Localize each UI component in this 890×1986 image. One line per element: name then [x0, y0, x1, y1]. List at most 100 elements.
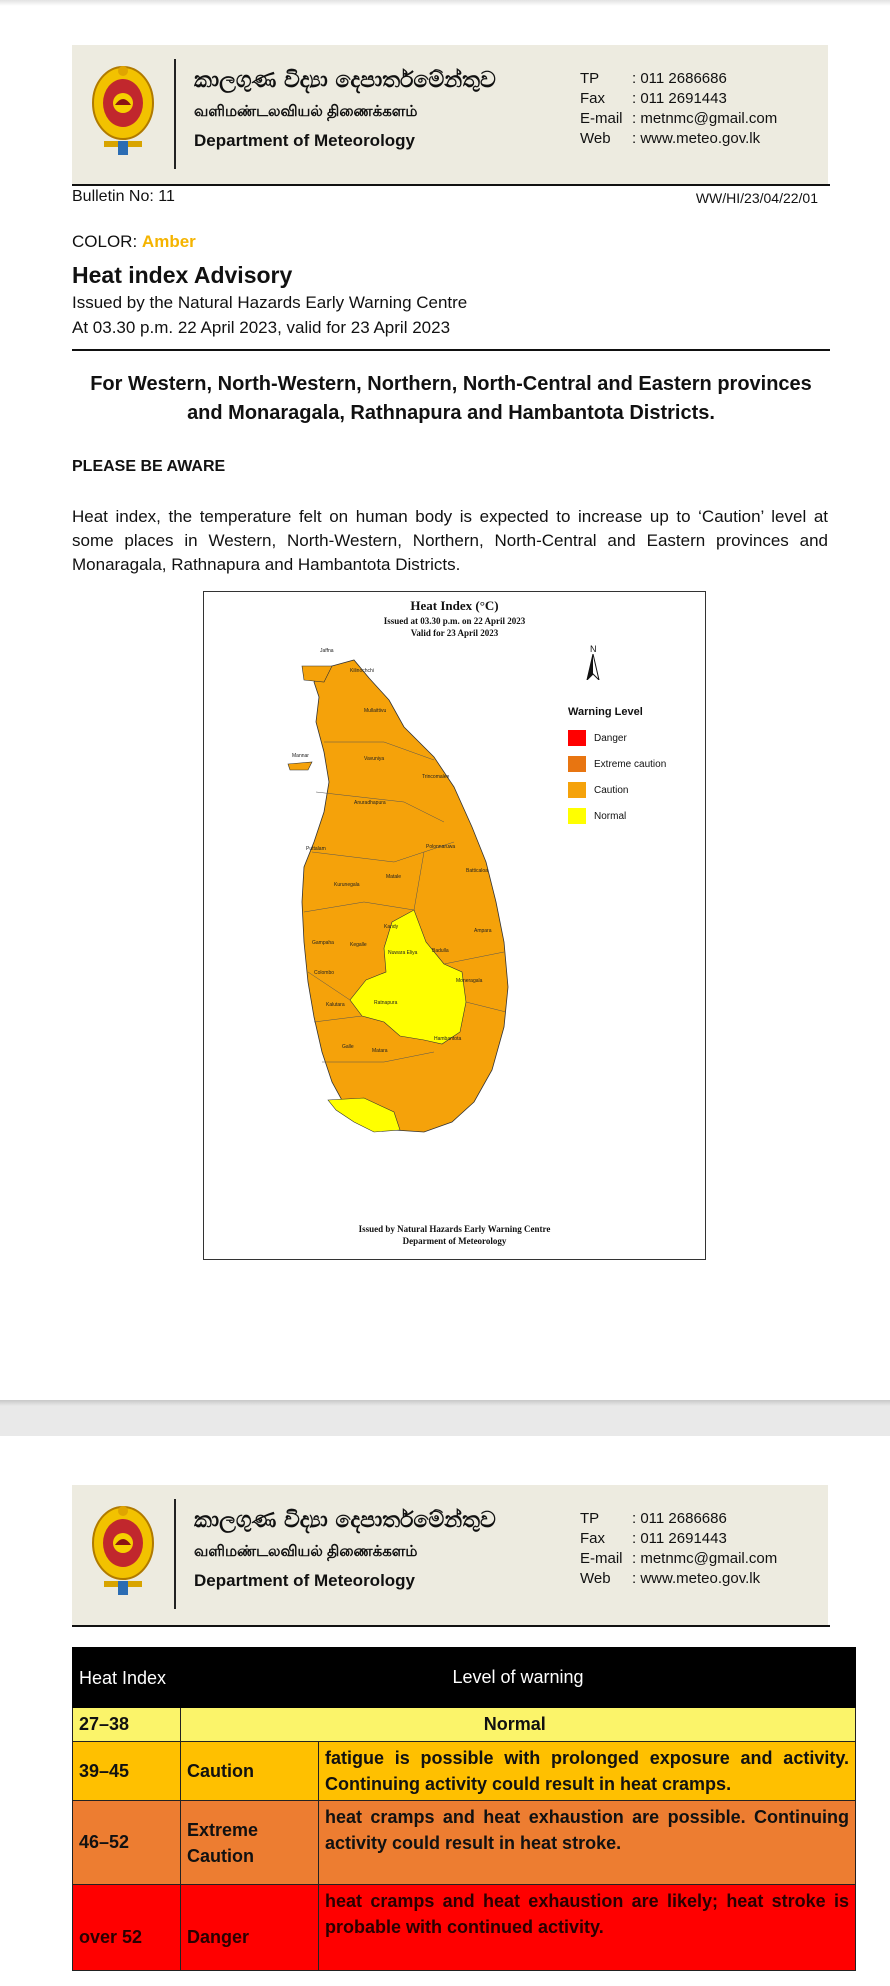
bulletin-reference: WW/HI/23/04/22/01	[695, 190, 818, 206]
district-label: Kegalle	[350, 942, 367, 948]
district-label: Matale	[386, 874, 401, 880]
department-letterhead: කාලගුණ විද්‍යා දෙපාර්තමේන්තුව வளிமண்டலவி…	[72, 1485, 828, 1625]
contact-fax: Fax: 011 2691443	[580, 90, 727, 107]
contact-phone: TP: 011 2686686	[580, 1510, 727, 1527]
legend-title: Warning Level	[568, 706, 643, 718]
district-label: Ampara	[474, 928, 492, 934]
table-row-danger: over 52 Danger heat cramps and heat exha…	[72, 1884, 856, 1971]
district-label: Mannar	[292, 753, 309, 759]
district-label: Kalutara	[326, 1002, 345, 1008]
island-outline	[301, 659, 509, 1133]
spacer-cell	[180, 1707, 319, 1742]
level-cell: Danger	[180, 1884, 319, 1971]
district-label: Mullaittivu	[364, 708, 386, 714]
page-top-shadow	[0, 0, 890, 6]
district-label: Trincomalee	[422, 774, 450, 780]
level-cell: Normal	[318, 1707, 856, 1742]
southwest-normal	[327, 1097, 401, 1133]
header-level-of-warning: Level of warning	[180, 1647, 856, 1708]
contact-email[interactable]: E-mail: metnmc@gmail.com	[580, 1550, 778, 1567]
national-emblem-icon	[92, 1506, 154, 1595]
range-cell: 39–45	[72, 1741, 181, 1801]
table-row-caution: 39–45 Caution fatigue is possible with p…	[72, 1741, 856, 1801]
range-cell: 27–38	[72, 1707, 181, 1742]
table-row-extreme-caution: 46–52 Extreme Caution heat cramps and he…	[72, 1800, 856, 1885]
legend-swatch	[568, 782, 586, 798]
district-label: Hambantota	[434, 1036, 461, 1042]
district-label: Badulla	[432, 948, 449, 954]
district-boundaries	[303, 741, 507, 1063]
color-value: Amber	[141, 232, 196, 251]
color-label: COLOR:	[72, 232, 138, 251]
letterhead-divider	[174, 59, 176, 169]
advisory-body: Heat index, the temperature felt on huma…	[72, 507, 828, 574]
legend-swatch	[568, 756, 586, 772]
map-footer-centre: Issued by Natural Hazards Early Warning …	[358, 1224, 551, 1234]
legend-extreme-caution: Extreme caution	[568, 756, 666, 772]
contact-fax: Fax: 011 2691443	[580, 1530, 727, 1547]
mannar-island	[287, 761, 313, 771]
department-name-tamil: வளிமண்டலவியல் திணைக்களம்	[194, 103, 418, 120]
range-cell: over 52	[72, 1884, 181, 1971]
page-gap-shadow	[0, 1400, 890, 1406]
department-name-sinhala: කාලගුණ විද්‍යා දෙපාර්තමේන්තුව	[194, 67, 496, 93]
description-cell: fatigue is possible with prolonged expos…	[318, 1741, 856, 1801]
bulletin-number: Bulletin No: 11	[72, 188, 175, 205]
contact-website[interactable]: Web: www.meteo.gov.lk	[580, 1570, 761, 1587]
issued-at: At 03.30 p.m. 22 April 2023, valid for 2…	[72, 318, 451, 337]
district-label: Moneragala	[456, 978, 483, 984]
heat-index-table: Heat Index Level of warning 27–38 Normal…	[72, 1647, 856, 1971]
district-label: Ratnapura	[374, 1000, 398, 1006]
letterhead-divider	[174, 1499, 176, 1609]
district-label: Puttalam	[306, 846, 326, 852]
district-label: Polonnaruwa	[426, 844, 455, 850]
map-footer-department: Deparment of Meteorology	[402, 1236, 507, 1246]
district-label: Kandy	[384, 924, 399, 930]
range-cell: 46–52	[72, 1800, 181, 1885]
national-emblem-icon	[92, 66, 154, 155]
central-highlands-normal	[349, 909, 467, 1045]
heat-index-map: Heat Index (°C) Issued at 03.30 p.m. on …	[203, 591, 706, 1260]
district-label: Nuwara Eliya	[388, 950, 418, 956]
north-arrow-icon	[586, 654, 600, 680]
description-cell: heat cramps and heat exhaustion are like…	[318, 1884, 856, 1971]
level-cell: Caution	[180, 1741, 319, 1801]
district-label: Batticaloa	[466, 868, 488, 874]
legend-danger: Danger	[568, 730, 627, 746]
map-issued: Issued at 03.30 p.m. on 22 April 2023	[383, 616, 526, 626]
table-row-normal: 27–38 Normal	[72, 1707, 856, 1742]
map-title: Heat Index (°C)	[410, 598, 499, 613]
issued-by: Issued by the Natural Hazards Early Warn…	[72, 293, 468, 312]
header-rule	[72, 1625, 830, 1627]
sri-lanka-map: Jaffna Kilinochchi Mullaittivu Mannar Va…	[287, 648, 509, 1133]
header-heat-index: Heat Index	[72, 1647, 181, 1708]
district-label: Galle	[342, 1044, 354, 1050]
district-label: Kilinochchi	[350, 668, 374, 674]
title-rule	[72, 349, 830, 351]
contact-email[interactable]: E-mail: metnmc@gmail.com	[580, 110, 778, 127]
legend-swatch	[568, 730, 586, 746]
district-label: Matara	[372, 1048, 388, 1054]
contact-website[interactable]: Web: www.meteo.gov.lk	[580, 130, 761, 147]
legend-normal: Normal	[568, 808, 626, 824]
department-letterhead: කාලගුණ විද්‍යා දෙපාර්තමේන්තුව வளிமண்டலவி…	[72, 45, 828, 185]
contact-block: TP: 011 2686686 Fax: 011 2691443 E-mail:…	[580, 69, 777, 149]
department-name-sinhala: කාලගුණ විද්‍යා දෙපාර්තමේන්තුව	[194, 1507, 496, 1533]
district-label: Vavuniya	[364, 756, 384, 762]
department-name-english: Department of Meteorology	[194, 131, 416, 150]
description-cell: heat cramps and heat exhaustion are poss…	[318, 1800, 856, 1885]
department-name-tamil: வளிமண்டலவியல் திணைக்களம்	[194, 1543, 418, 1560]
legend-swatch	[568, 808, 586, 824]
contact-block: TP: 011 2686686 Fax: 011 2691443 E-mail:…	[580, 1509, 777, 1589]
color-line: COLOR: Amber	[72, 232, 196, 252]
district-label: Gampaha	[312, 940, 334, 946]
table-header-row: Heat Index Level of warning	[72, 1647, 856, 1708]
level-cell: Extreme Caution	[180, 1800, 319, 1885]
aware-heading: PLEASE BE AWARE	[72, 458, 226, 475]
district-label: Anuradhapura	[354, 800, 386, 806]
map-valid: Valid for 23 April 2023	[410, 628, 499, 638]
contact-phone: TP: 011 2686686	[580, 70, 727, 87]
header-rule	[72, 184, 830, 186]
district-label: Colombo	[314, 970, 334, 976]
bulletin-page-1: කාලගුණ විද්‍යා දෙපාර්තමේන්තුව வளிமண்டலவி…	[0, 0, 890, 1400]
